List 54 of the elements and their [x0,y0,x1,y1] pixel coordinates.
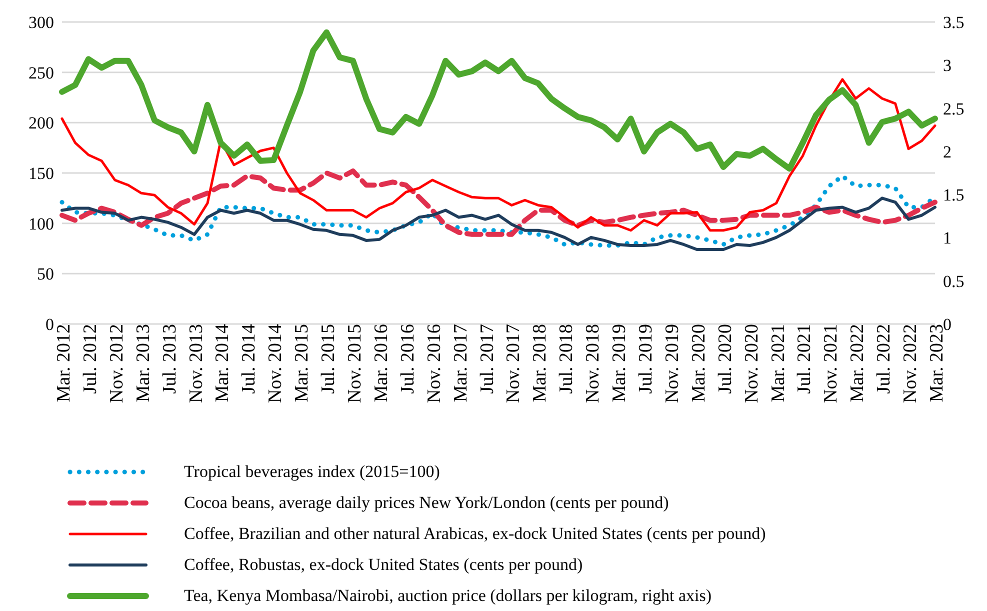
legend-label: Coffee, Brazilian and other natural Arabicas, ex-dock United States (cents per pound) [184,524,766,544]
x-tick-label: Jul. 2015 [318,324,340,394]
y2-tick-label: 1.5 [943,186,964,205]
x-tick-label: Jul. 2022 [874,324,895,394]
y2-tick-label: 1 [943,228,952,248]
y-tick-label: 300 [28,13,54,32]
x-tick-label: Mar. 2021 [768,324,789,402]
x-tick-label: Mar. 2012 [53,324,74,402]
y-tick-label: 100 [28,214,54,234]
y2-tick-label: 3.5 [943,13,964,32]
x-tick-label: Nov. 2013 [186,324,207,403]
y-tick-label: 0 [46,315,54,334]
x-tick-label: Nov. 2019 [662,324,683,403]
legend-label: Tea, Kenya Mombasa/Nairobi, auction price (dollars per kilogram, right axis) [184,586,712,606]
y-tick-label: 150 [28,164,54,184]
x-tick-label: Mar. 2013 [132,324,154,402]
x-tick-label: Jul. 2013 [159,324,180,394]
x-tick-label: Jul. 2012 [80,324,101,394]
legend-label: Cocoa beans, average daily prices New York/London (cents per pound) [184,492,669,512]
x-tick-label: Nov. 2014 [265,324,286,403]
x-tick-label: Nov. 2012 [106,324,128,403]
x-tick-label: Nov. 2018 [582,324,604,403]
x-tick-label: Mar. 2014 [212,324,234,402]
x-tick-label: Mar. 2020 [688,324,710,402]
y-tick-label: 250 [28,63,54,82]
x-tick-label: Nov. 2020 [741,324,762,403]
x-tick-label: Jul. 2021 [794,324,816,394]
x-tick-label: Jul. 2014 [238,324,260,394]
legend-label: Coffee, Robustas, ex-dock United States (cents per pound) [184,554,583,574]
x-tick-label: Jul. 2017 [476,324,498,394]
line-series [60,196,936,252]
x-tick-label: Jul. 2020 [714,324,736,394]
y2-tick-label: 0.5 [943,272,964,291]
y-tick-label: 200 [28,114,54,133]
x-tick-label: Mar. 2015 [292,324,313,402]
x-tick-label: Jul. 2019 [635,324,656,394]
y2-tick-label: 2.5 [943,99,964,118]
y2-tick-label: 2 [943,142,952,162]
x-tick-label: Mar. 2018 [530,324,551,402]
x-tick-label: Mar. 2017 [450,324,472,402]
x-tick-label: Nov. 2021 [820,324,842,403]
x-tick-label: Nov. 2017 [503,324,524,403]
x-tick-label: Mar. 2019 [609,324,630,402]
x-tick-label: Jul. 2018 [556,324,578,394]
y2-tick-label: 3 [943,56,952,76]
x-tick-label: Nov. 2022 [900,324,922,403]
x-tick-label: Jul. 2016 [397,324,418,394]
x-tick-label: Mar. 2016 [370,324,392,402]
x-tick-label: Mar. 2022 [847,324,868,402]
y-tick-label: 50 [37,264,54,284]
line-series [60,78,936,232]
x-tick-label: Nov. 2016 [424,324,445,403]
x-tick-label: Nov. 2015 [344,324,366,403]
legend-label: Tropical beverages index (2015=100) [184,462,440,482]
